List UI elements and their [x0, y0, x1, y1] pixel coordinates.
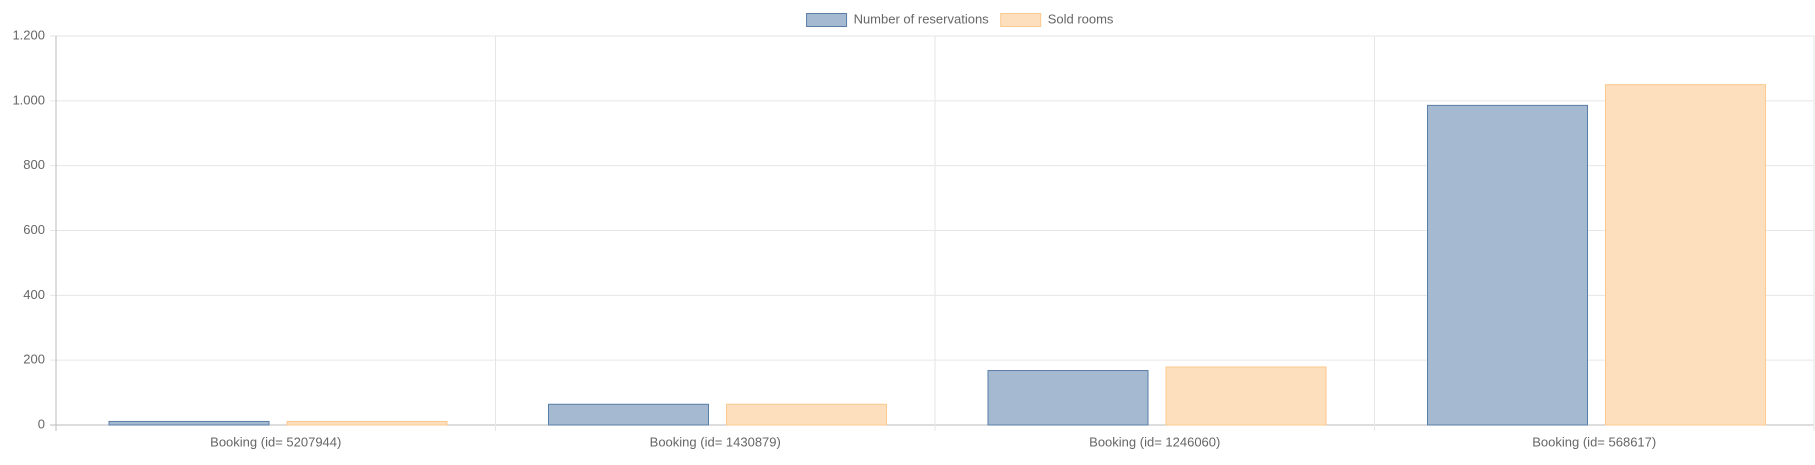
x-tick-label: Booking (id= 5207944) [210, 434, 341, 449]
bar [1605, 84, 1766, 426]
bar [726, 403, 887, 426]
legend-swatch [806, 13, 848, 27]
bar [1427, 104, 1588, 426]
bar [108, 420, 270, 426]
y-tick-label: 1.200 [12, 27, 45, 42]
y-tick-label: 0 [38, 416, 45, 431]
y-tick-label: 800 [23, 157, 45, 172]
bar [548, 403, 709, 426]
x-tick-label: Booking (id= 1430879) [650, 434, 781, 449]
y-tick-label: 400 [23, 287, 45, 302]
legend-swatch [1000, 13, 1042, 27]
x-tick-label: Booking (id= 568617) [1532, 434, 1656, 449]
legend-label: Sold rooms [1048, 11, 1114, 26]
bar [987, 370, 1149, 426]
y-tick-label: 200 [23, 352, 45, 367]
legend-label: Number of reservations [854, 11, 990, 26]
y-tick-label: 600 [23, 222, 45, 237]
y-tick-label: 1.000 [12, 92, 45, 107]
bar [1165, 366, 1327, 426]
bar [286, 420, 448, 426]
x-tick-label: Booking (id= 1246060) [1089, 434, 1220, 449]
